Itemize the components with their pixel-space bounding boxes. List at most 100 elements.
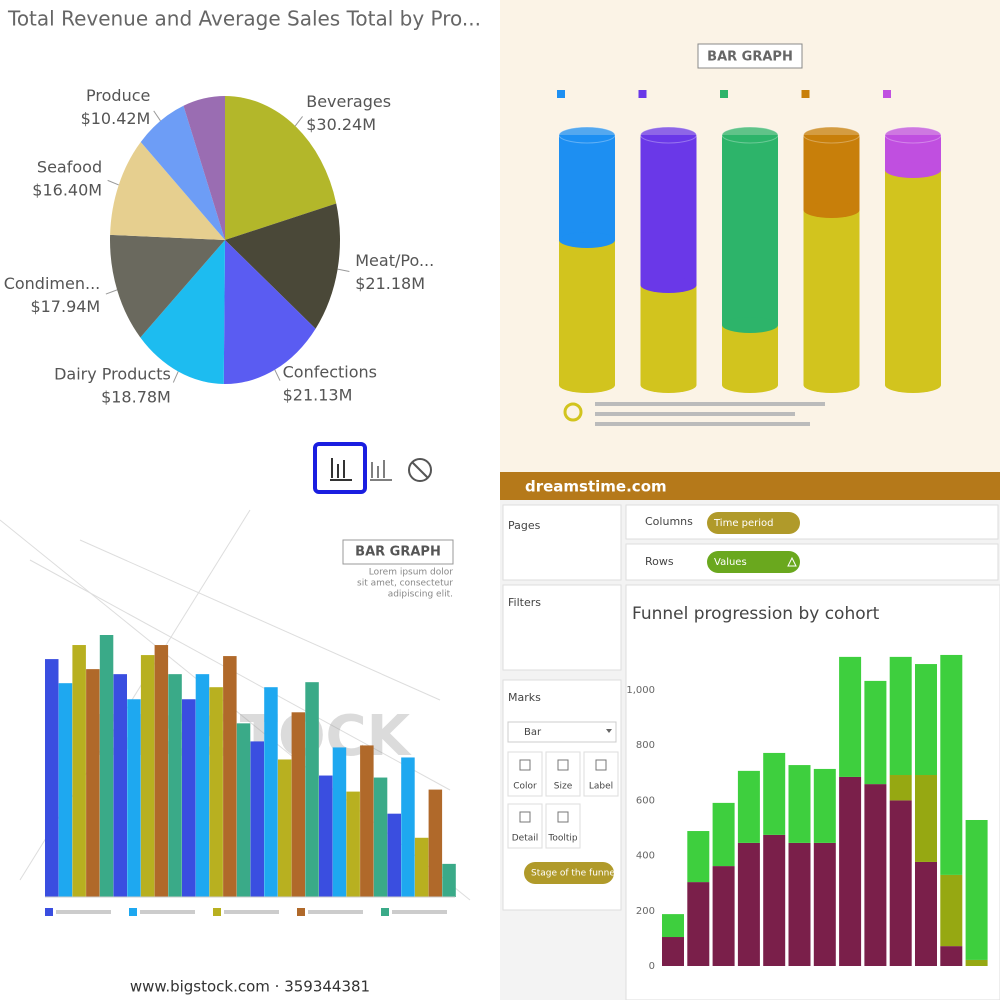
detail-pill-bg[interactable] — [524, 862, 614, 884]
cylinder-segment — [559, 240, 615, 385]
bar — [277, 759, 292, 897]
marks-label: Marks — [508, 691, 541, 704]
bar-segment — [915, 775, 937, 862]
bar-segment — [940, 874, 963, 947]
y-tick-label: 600 — [636, 795, 655, 806]
y-tick-label: 0 — [649, 961, 655, 972]
bar — [387, 813, 401, 897]
leader-line — [337, 268, 350, 273]
y-tick-label: 800 — [636, 740, 655, 751]
slice-label: Meat/Po... — [355, 251, 434, 270]
legend-swatch — [801, 90, 810, 98]
cylinder-cap — [884, 126, 942, 144]
cylinder-base — [803, 377, 860, 393]
subtitle-line: adipiscing elit. — [388, 590, 453, 600]
bar — [140, 655, 155, 897]
cylinder-segment — [803, 135, 860, 210]
mark-button-label[interactable]: Tooltip — [547, 834, 578, 844]
bar — [428, 789, 443, 897]
slice-value: $10.42M — [81, 109, 151, 128]
mark-button[interactable] — [545, 751, 581, 797]
mark-button-label[interactable]: Label — [589, 782, 613, 792]
slice-label: Dairy Products — [54, 365, 171, 384]
chart-title: Total Revenue and Average Sales Total by… — [7, 7, 481, 31]
bar — [72, 645, 86, 897]
cylinder-cap — [721, 126, 779, 144]
cylinder-cap — [640, 126, 697, 144]
bar-segment — [763, 834, 786, 966]
leader-line — [172, 371, 179, 383]
placeholder-text — [595, 412, 795, 416]
bar-segment — [889, 800, 912, 966]
columns-shelf — [625, 504, 999, 540]
leader-line — [107, 179, 119, 186]
leader-line — [294, 116, 303, 127]
footer: dreamstime.com — [525, 478, 667, 496]
toolbar-button-active[interactable] — [313, 442, 367, 494]
cylinder-segment — [722, 135, 778, 325]
bar — [182, 699, 196, 897]
bar — [250, 741, 264, 897]
bar — [223, 656, 237, 897]
bar — [195, 674, 210, 897]
mark-button[interactable] — [507, 751, 543, 797]
mark-button-label[interactable]: Color — [513, 782, 537, 792]
mark-button[interactable] — [583, 751, 619, 797]
bar — [332, 747, 347, 897]
rows-pill-delta — [787, 556, 797, 567]
pie-slice — [225, 96, 337, 240]
mark-button[interactable] — [507, 803, 543, 849]
legend-placeholder — [224, 910, 279, 914]
cylinder-base — [803, 202, 860, 218]
bar — [86, 669, 100, 897]
legend-swatch — [45, 908, 53, 916]
cylinder-base — [885, 162, 941, 178]
pages-panel — [502, 504, 622, 581]
bar-segment — [813, 768, 836, 843]
bar-segment — [965, 819, 988, 960]
mark-type[interactable]: Bar — [524, 727, 542, 738]
slice-value: $21.13M — [283, 386, 353, 405]
bar-segment — [662, 914, 684, 938]
slice-value: $21.18M — [355, 274, 425, 293]
columns-label: Columns — [645, 515, 693, 528]
y-tick-label: 400 — [636, 851, 655, 862]
bar-segment — [788, 765, 811, 843]
bar-segment — [662, 937, 684, 966]
dropdown-arrow — [606, 729, 612, 733]
mark-button-label[interactable]: Detail — [512, 834, 539, 844]
legend-swatch — [883, 90, 891, 98]
chart-title: Funnel progression by cohort — [632, 604, 880, 624]
mark-button-label[interactable]: Size — [554, 782, 573, 792]
icon-chart[interactable] — [370, 460, 392, 481]
slice-label: Produce — [86, 86, 150, 105]
pie-slice — [110, 141, 225, 240]
leader-line — [105, 289, 118, 295]
cylinder-segment — [885, 170, 941, 385]
footer: www.bigstock.com · 359344381 — [130, 978, 370, 996]
mark-button[interactable] — [545, 803, 581, 849]
pages-label: Pages — [508, 519, 541, 532]
columns-pill-bg[interactable] — [707, 512, 800, 534]
cylinder-cap — [803, 126, 860, 144]
rows-label: Rows — [645, 555, 674, 568]
slice-value: $30.24M — [306, 115, 376, 134]
icon-clear[interactable] — [408, 458, 432, 482]
pie-slice — [109, 234, 225, 338]
cylinder-segment — [722, 325, 778, 385]
y-tick-label: 200 — [636, 906, 655, 917]
mark-type-dropdown[interactable] — [507, 721, 617, 743]
detail-pill[interactable]: Stage of the funnel — [531, 869, 617, 879]
slice-label: Condimen... — [4, 274, 101, 293]
cylinder-base — [722, 377, 778, 393]
subtitle-line: sit amet, consectetur — [357, 579, 453, 589]
bar-segment — [813, 842, 836, 966]
pie-slice — [140, 240, 225, 384]
columns-pill[interactable]: Time period — [713, 518, 774, 529]
rows-pill-bg[interactable] — [707, 551, 800, 573]
legend-swatch — [720, 90, 728, 98]
slice-value: $18.78M — [101, 388, 171, 407]
bar-segment — [712, 866, 735, 966]
rows-pill[interactable]: Values — [714, 557, 747, 568]
